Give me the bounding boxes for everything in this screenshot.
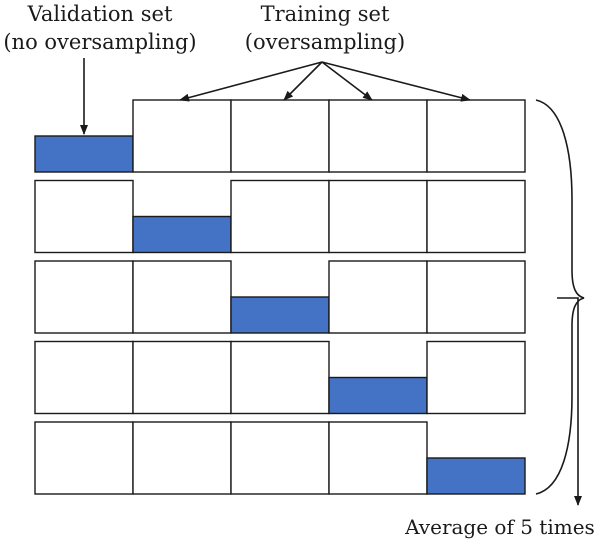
training-fold (132, 99, 232, 173)
training-fold (426, 179, 526, 254)
training-fold (328, 99, 428, 173)
validation-set-title: Validation set (27, 2, 173, 26)
training-fold (328, 421, 428, 495)
training-fold (132, 260, 232, 334)
training-arrow-3 (321, 61, 373, 101)
training-fold (230, 99, 330, 173)
validation-set-label: Validation set (no oversampling) (0, 0, 200, 56)
average-arrow (557, 297, 582, 506)
training-fold (230, 340, 330, 415)
training-fold (34, 179, 134, 254)
validation-fold (328, 376, 428, 415)
fold-row-4 (34, 340, 526, 415)
training-fold (426, 99, 526, 173)
training-fold (230, 179, 330, 254)
fold-grid (34, 99, 526, 495)
training-arrow-1 (179, 61, 323, 102)
training-set-note: (oversampling) (244, 30, 406, 54)
training-fold (328, 260, 428, 334)
validation-fold (132, 215, 232, 254)
training-fold (34, 260, 134, 334)
training-fold (34, 340, 134, 415)
training-fold (426, 260, 526, 334)
training-fold (132, 340, 232, 415)
fold-row-5 (34, 421, 526, 495)
training-set-title: Training set (260, 2, 390, 26)
training-arrow-4 (321, 61, 471, 102)
training-fold (426, 340, 526, 415)
validation-fold (230, 296, 330, 334)
training-fold (230, 421, 330, 495)
training-fold (328, 179, 428, 254)
validation-fold (34, 135, 134, 173)
training-fold (132, 421, 232, 495)
training-set-label: Training set (oversampling) (240, 0, 410, 56)
fold-row-2 (34, 179, 526, 254)
training-fold (34, 421, 134, 495)
validation-set-note: (no oversampling) (3, 30, 197, 54)
training-arrows (179, 61, 471, 102)
validation-fold (426, 457, 526, 495)
fold-row-1 (34, 99, 526, 173)
training-arrow-2 (283, 61, 323, 101)
average-label: Average of 5 times (405, 515, 595, 539)
fold-row-3 (34, 260, 526, 334)
right-brace (535, 99, 585, 495)
